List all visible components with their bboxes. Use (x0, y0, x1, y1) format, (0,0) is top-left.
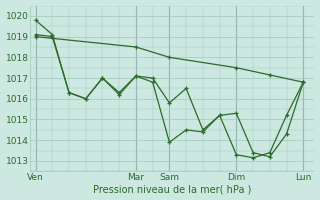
X-axis label: Pression niveau de la mer( hPa ): Pression niveau de la mer( hPa ) (93, 184, 252, 194)
